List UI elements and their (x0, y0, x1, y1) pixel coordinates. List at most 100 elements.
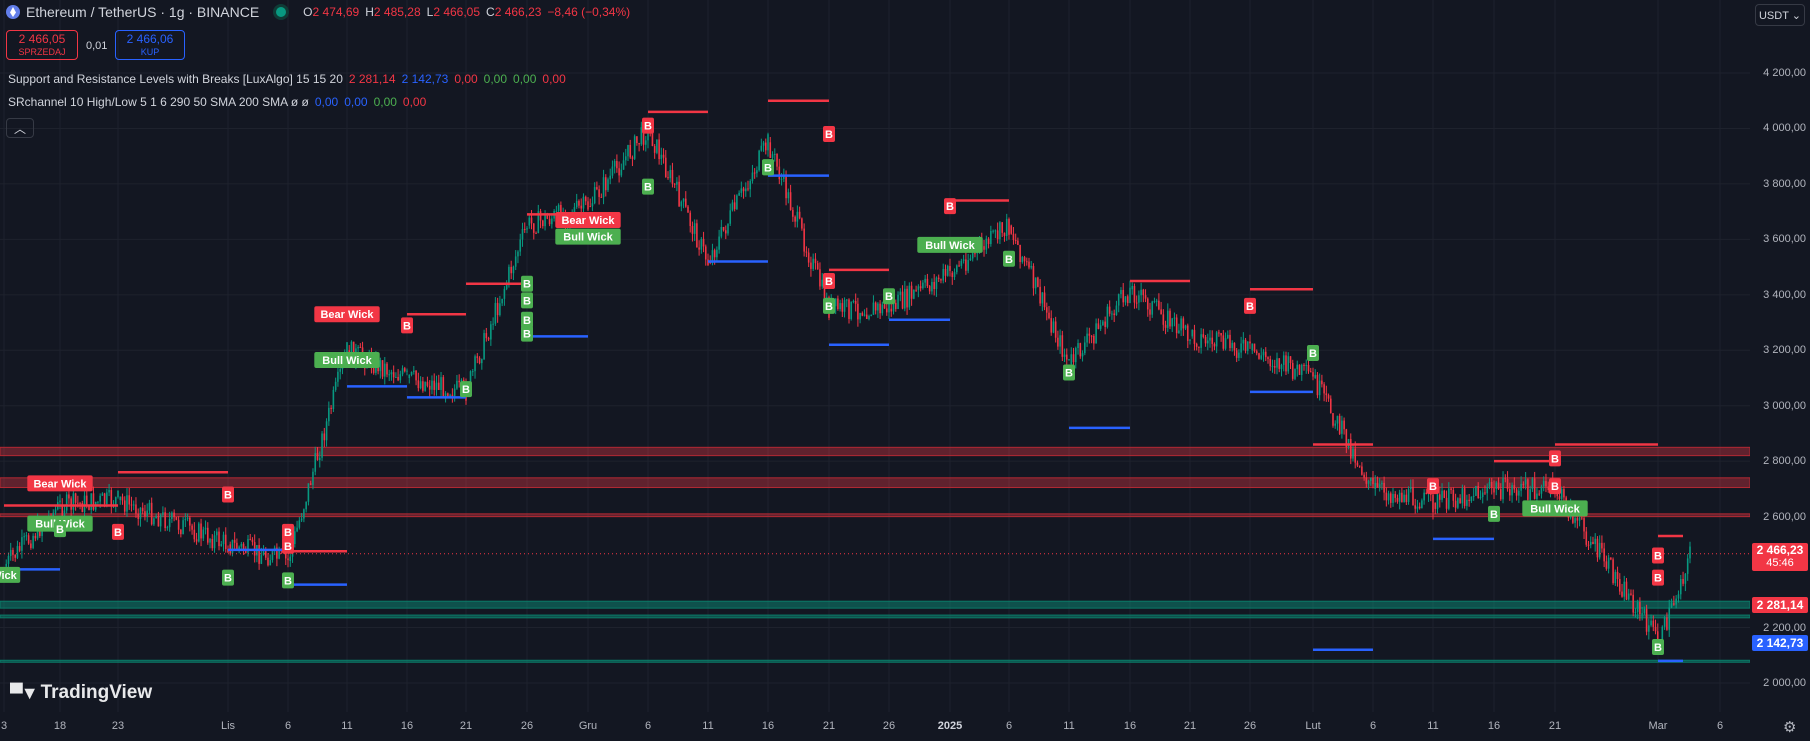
candle-body (816, 263, 819, 270)
sell-button[interactable]: 2 466,05 SPRZEDAJ (6, 30, 78, 60)
indicator-value: 0,00 (454, 72, 478, 86)
bull-signal-label (521, 275, 533, 292)
candle-body (1235, 350, 1238, 358)
candle-body (539, 211, 542, 221)
collapse-legend-button[interactable]: ︿ (6, 118, 34, 138)
candle-body (1616, 571, 1619, 580)
candle-body (1421, 500, 1423, 509)
time-tick: 26 (882, 720, 896, 732)
indicator-value: 0,00 (402, 95, 427, 109)
candle-body (1515, 489, 1518, 496)
candle-body (126, 495, 128, 512)
candle-body (535, 232, 537, 234)
candle-body (1347, 439, 1350, 448)
candle-body (1587, 544, 1590, 546)
candle-body (1656, 631, 1659, 643)
candle-body (1142, 289, 1145, 296)
candle-body (899, 291, 902, 295)
candle-body (1039, 286, 1041, 304)
candle-body (890, 308, 893, 312)
candle-body (483, 333, 485, 360)
sell-label: SPRZEDAJ (18, 47, 66, 57)
candle-body (780, 178, 783, 180)
candle-body (958, 265, 960, 267)
candle-body (1086, 333, 1088, 343)
candle-body (589, 206, 592, 208)
ethereum-icon (6, 5, 20, 19)
time-tick: 2025 (937, 720, 963, 732)
candle-body (1213, 343, 1216, 347)
candle-body (30, 543, 32, 548)
bull-signal-label (521, 311, 533, 328)
price-axis[interactable]: 4 200,00 4 000,00 3 800,00 3 600,00 3 400,00… (1750, 0, 1810, 741)
candle-body (1218, 332, 1220, 334)
bear-signal-label (282, 523, 294, 540)
bear-signal-label (112, 523, 124, 540)
candle-body (1273, 366, 1276, 368)
candle-body (1563, 489, 1565, 498)
support-zone (0, 659, 1751, 663)
candle-body (792, 210, 794, 217)
candle-body (460, 379, 463, 383)
candle-body (1533, 478, 1536, 499)
signal-text: B (764, 162, 772, 174)
candle-body (7, 556, 10, 564)
symbol-title[interactable]: Ethereum / TetherUS · 1g · BINANCE (26, 4, 260, 20)
candle-body (834, 298, 837, 307)
candle-body (593, 187, 596, 204)
tradingview-logo[interactable]: ▀▼ TradingView (10, 682, 152, 704)
bull-signal-label (917, 236, 983, 253)
currency-selector[interactable]: USDT ⌄ (1755, 4, 1805, 26)
candle-body (390, 372, 393, 375)
candle-body (453, 388, 456, 397)
candle-body (1242, 339, 1245, 344)
candle-body (168, 519, 171, 528)
time-tick: Lut (1305, 720, 1321, 732)
current-price-tag: 2 466,23 45:46 (1752, 542, 1808, 571)
candle-body (1623, 581, 1626, 597)
candle-body (276, 547, 278, 559)
candle-body (1558, 496, 1561, 500)
candle-body (1065, 354, 1068, 360)
ohlc-l: L2 466,05 (426, 5, 481, 19)
candle-body (9, 549, 12, 557)
candle-body (841, 303, 844, 312)
candle-body (1336, 415, 1339, 424)
candle-body (1668, 607, 1671, 630)
candle-body (1434, 502, 1437, 509)
bull-signal-label (521, 325, 533, 342)
candle-body (1401, 492, 1403, 502)
candle-body (103, 493, 106, 505)
candle-body (1093, 335, 1095, 344)
candle-body (264, 550, 267, 558)
candle-body (1323, 384, 1325, 394)
candle-body (1138, 295, 1140, 303)
candle-body (1354, 448, 1357, 463)
gear-icon[interactable]: ⚙ (1783, 719, 1797, 736)
indicator-legend-luxalgo[interactable]: Support and Resistance Levels with Break… (6, 72, 566, 86)
candle-body (852, 300, 855, 302)
indicator-legend-srchannel[interactable]: SRchannel 10 High/Low 5 1 6 290 50 SMA 2… (6, 95, 426, 109)
candle-body (987, 238, 990, 245)
candle-body (850, 301, 853, 319)
candle-body (88, 506, 90, 511)
candle-body (101, 493, 104, 496)
candle-body (155, 516, 157, 519)
candle-body (130, 504, 133, 506)
candle-body (289, 556, 292, 561)
candle-body (204, 527, 207, 530)
signal-text: B (644, 182, 652, 194)
time-tick: 21 (822, 720, 836, 732)
bear-signal-label (823, 126, 835, 142)
candle-body (350, 341, 353, 360)
candle-body (656, 139, 658, 153)
bear-signal-label (1549, 478, 1561, 495)
candle-body (573, 207, 576, 216)
candle-body (616, 160, 618, 169)
buy-button[interactable]: 2 466,06 KUP (115, 30, 185, 60)
candle-body (1394, 494, 1397, 498)
time-axis[interactable]: 3 18 23 Lis 6 11 16 21 26 Gru 6 11 16 21 26 2025 6 11 16 21… (0, 712, 1750, 741)
candle-body (756, 170, 758, 174)
